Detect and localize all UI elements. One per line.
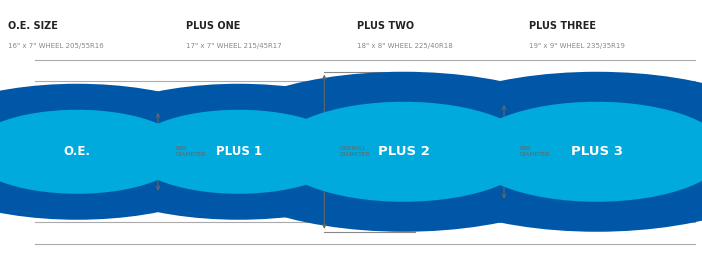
Text: RIM
DIAMETER: RIM DIAMETER <box>176 146 206 157</box>
Text: OVERALL
DIAMETER: OVERALL DIAMETER <box>340 146 370 157</box>
Text: 17" x 7" WHEEL 215/45R17: 17" x 7" WHEEL 215/45R17 <box>186 43 282 49</box>
Text: O.E. SIZE: O.E. SIZE <box>8 21 58 31</box>
Ellipse shape <box>390 72 702 232</box>
Ellipse shape <box>62 84 415 220</box>
Text: PLUS TWO: PLUS TWO <box>357 21 413 31</box>
Ellipse shape <box>130 110 347 194</box>
Text: 16" x 7" WHEEL 205/55R16: 16" x 7" WHEEL 205/55R16 <box>8 43 104 49</box>
Text: 19" x 9" WHEEL 235/35R19: 19" x 9" WHEEL 235/35R19 <box>529 43 625 49</box>
Ellipse shape <box>197 72 611 232</box>
Text: 18" x 8" WHEEL 225/40R18: 18" x 8" WHEEL 225/40R18 <box>357 43 452 49</box>
Ellipse shape <box>274 102 534 202</box>
Text: PLUS 2: PLUS 2 <box>378 145 430 158</box>
Ellipse shape <box>0 84 253 220</box>
Text: PLUS 1: PLUS 1 <box>216 145 262 158</box>
Text: RIM
DIAMETER: RIM DIAMETER <box>519 146 550 157</box>
Text: PLUS 3: PLUS 3 <box>571 145 623 158</box>
Text: O.E.: O.E. <box>64 145 91 158</box>
Ellipse shape <box>467 102 702 202</box>
Ellipse shape <box>0 110 186 194</box>
Text: PLUS THREE: PLUS THREE <box>529 21 595 31</box>
Text: PLUS ONE: PLUS ONE <box>186 21 240 31</box>
